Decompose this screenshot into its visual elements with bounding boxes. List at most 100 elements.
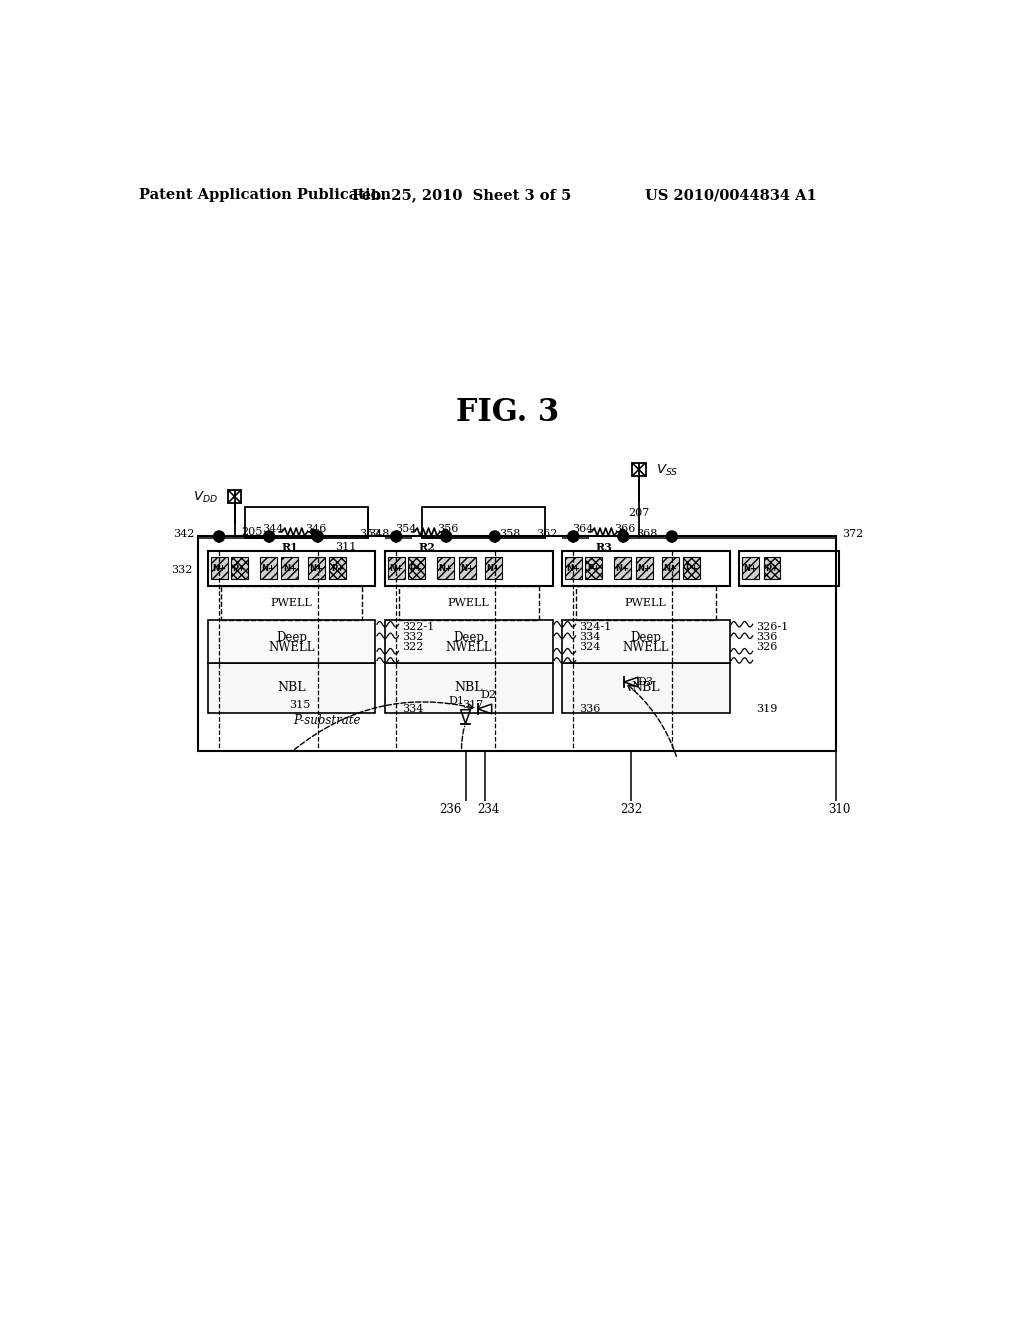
Text: 332: 332	[402, 632, 424, 643]
Bar	[330, 557, 346, 579]
Text: N+: N+	[615, 564, 630, 573]
Text: 336: 336	[580, 704, 601, 714]
Text: D2: D2	[480, 690, 497, 700]
Bar	[221, 586, 361, 620]
Text: 354: 354	[395, 524, 416, 533]
Bar	[398, 586, 539, 620]
Bar	[282, 557, 298, 579]
Text: 364: 364	[571, 524, 593, 533]
Text: P-substrate: P-substrate	[293, 714, 360, 727]
Circle shape	[310, 529, 315, 535]
Text: 322-1: 322-1	[402, 622, 434, 631]
Text: 356: 356	[437, 524, 459, 533]
Bar	[636, 557, 652, 579]
Bar	[575, 586, 716, 620]
Bar	[199, 536, 836, 751]
Text: FIG. 3: FIG. 3	[457, 397, 559, 428]
Bar	[632, 462, 646, 477]
Text: P+: P+	[410, 564, 423, 573]
Text: NWELL: NWELL	[445, 642, 492, 655]
Text: 326-1: 326-1	[757, 622, 788, 631]
Text: 346: 346	[305, 524, 326, 533]
Text: N+: N+	[637, 564, 651, 573]
Text: PWELL: PWELL	[270, 598, 312, 609]
Text: US 2010/0044834 A1: US 2010/0044834 A1	[645, 189, 817, 202]
Circle shape	[489, 531, 500, 543]
Text: 352: 352	[359, 529, 381, 539]
Bar	[562, 620, 730, 663]
Text: P+: P+	[232, 564, 246, 573]
Text: Deep: Deep	[276, 631, 307, 644]
Bar	[208, 552, 376, 586]
Bar	[437, 557, 454, 579]
Bar	[385, 663, 553, 713]
Text: R3: R3	[596, 541, 612, 553]
Text: PWELL: PWELL	[625, 598, 667, 609]
Bar	[208, 663, 376, 713]
Bar	[388, 557, 404, 579]
Text: Feb. 25, 2010  Sheet 3 of 5: Feb. 25, 2010 Sheet 3 of 5	[352, 189, 571, 202]
Bar	[245, 507, 368, 539]
Text: 317: 317	[463, 700, 483, 710]
Text: 358: 358	[499, 529, 520, 539]
Circle shape	[264, 531, 274, 543]
Text: 344: 344	[262, 524, 284, 533]
Circle shape	[391, 531, 401, 543]
Text: N+: N+	[460, 564, 474, 573]
Circle shape	[442, 529, 449, 535]
Text: D3: D3	[637, 677, 653, 686]
Text: 315: 315	[289, 700, 310, 710]
Text: 310: 310	[828, 803, 851, 816]
Bar	[385, 620, 553, 663]
Text: 236: 236	[439, 803, 461, 816]
Text: 234: 234	[477, 803, 500, 816]
Text: D1: D1	[449, 696, 464, 706]
Text: N+: N+	[566, 564, 581, 573]
Bar	[260, 557, 276, 579]
Text: 372: 372	[842, 529, 863, 539]
Text: 334: 334	[580, 632, 601, 643]
Text: NWELL: NWELL	[268, 642, 314, 655]
Text: N+: N+	[743, 564, 758, 573]
Text: $V_{DD}$: $V_{DD}$	[193, 490, 217, 504]
Text: N+: N+	[212, 564, 226, 573]
Bar	[208, 620, 376, 663]
Text: 322: 322	[402, 643, 424, 652]
Bar	[484, 557, 502, 579]
Bar	[459, 557, 475, 579]
Bar	[742, 557, 759, 579]
Bar	[662, 557, 679, 579]
Text: P+: P+	[765, 564, 778, 573]
Text: R1: R1	[282, 541, 298, 553]
Text: $V_{SS}$: $V_{SS}$	[655, 463, 678, 478]
Bar	[739, 552, 839, 586]
Bar	[230, 557, 248, 579]
Bar	[408, 557, 425, 579]
Text: 324-1: 324-1	[580, 622, 611, 631]
Text: N+: N+	[309, 564, 324, 573]
Circle shape	[214, 531, 224, 543]
Text: R2: R2	[419, 541, 435, 553]
Bar	[683, 557, 700, 579]
Circle shape	[620, 529, 626, 535]
Text: NBL: NBL	[455, 681, 483, 694]
Bar	[614, 557, 631, 579]
Bar	[764, 557, 780, 579]
Bar	[385, 552, 553, 586]
Text: 366: 366	[614, 524, 636, 533]
Text: P+: P+	[587, 564, 600, 573]
Text: N+: N+	[283, 564, 297, 573]
Text: 232: 232	[620, 803, 642, 816]
Bar	[227, 490, 242, 503]
Text: 342: 342	[173, 529, 195, 539]
Text: 334: 334	[402, 704, 424, 714]
Bar	[562, 663, 730, 713]
Bar	[565, 557, 582, 579]
Bar	[211, 557, 227, 579]
Text: 368: 368	[636, 529, 657, 539]
Text: 324: 324	[580, 643, 601, 652]
Text: NBL: NBL	[632, 681, 659, 694]
Circle shape	[312, 531, 323, 543]
Text: N+: N+	[664, 564, 677, 573]
Text: 326: 326	[757, 643, 778, 652]
